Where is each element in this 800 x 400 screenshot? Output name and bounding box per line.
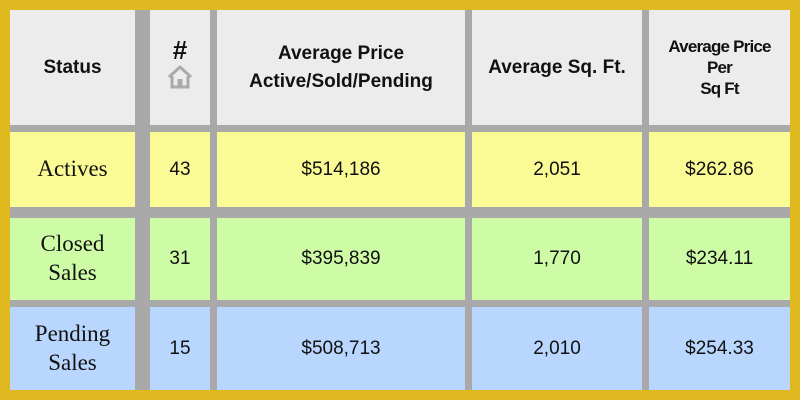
count-value: 15: [169, 337, 191, 359]
count-value: 31: [169, 248, 191, 269]
house-icon: [167, 65, 193, 98]
table-row-actives-avg-sqft: 2,051: [472, 132, 642, 207]
table-row-closed-status: Closed Sales: [10, 218, 135, 300]
ppsf-value: $262.86: [685, 158, 754, 180]
avg-price-value: $395,839: [301, 248, 381, 269]
status-label-line2: Sales: [48, 260, 97, 285]
avg-price-value: $508,713: [301, 337, 381, 359]
table-row-actives-count: 43: [150, 132, 210, 207]
status-label-line1: Closed: [40, 231, 105, 257]
table-row-closed-avg-sqft: 1,770: [472, 218, 642, 300]
header-ppsf-line2: Per: [706, 57, 733, 77]
header-avg-price: Average Price Active/Sold/Pending: [217, 10, 465, 125]
avg-sqft-value: 2,010: [533, 337, 581, 359]
table-row-closed-count: 31: [150, 218, 210, 300]
table-row-pending-avg-sqft: 2,010: [472, 307, 642, 390]
table-row-actives-avg-price: $514,186: [217, 132, 465, 207]
header-avg-sqft-label: Average Sq. Ft.: [488, 56, 626, 78]
header-ppsf-line3: Sq Ft: [700, 79, 739, 99]
header-status: Status: [10, 10, 135, 125]
header-status-label: Status: [43, 56, 102, 78]
header-count: #: [150, 10, 210, 125]
ppsf-value: $254.33: [685, 337, 754, 359]
status-label-line1: Pending: [34, 320, 111, 346]
status-label-line2: Sales: [48, 349, 97, 375]
header-avg-price-line1: Average Price: [277, 42, 405, 64]
ppsf-value: $234.11: [685, 248, 754, 269]
market-stats-table: Status # Average Price Active/Sold/Pendi…: [10, 10, 790, 390]
count-value: 43: [169, 158, 191, 180]
table-row-pending-status: Pending Sales: [10, 307, 135, 390]
table-row-closed-ppsf: $234.11: [649, 218, 790, 300]
table-row-closed-avg-price: $395,839: [217, 218, 465, 300]
table-row-pending-count: 15: [150, 307, 210, 390]
avg-price-value: $514,186: [301, 158, 381, 180]
table-row-pending-ppsf: $254.33: [649, 307, 790, 390]
table-row-pending-avg-price: $508,713: [217, 307, 465, 390]
status-label: Actives: [37, 156, 108, 182]
header-ppsf-line1: Average Price: [668, 36, 771, 56]
table-row-actives-ppsf: $262.86: [649, 132, 790, 207]
header-price-per-sqft: Average Price Per Sq Ft: [649, 10, 790, 125]
header-count-symbol: #: [172, 35, 188, 66]
header-avg-sqft: Average Sq. Ft.: [472, 10, 642, 125]
header-avg-price-line2: Active/Sold/Pending: [249, 70, 433, 92]
avg-sqft-value: 2,051: [533, 158, 581, 180]
table-row-actives-status: Actives: [10, 132, 135, 207]
avg-sqft-value: 1,770: [533, 248, 581, 269]
